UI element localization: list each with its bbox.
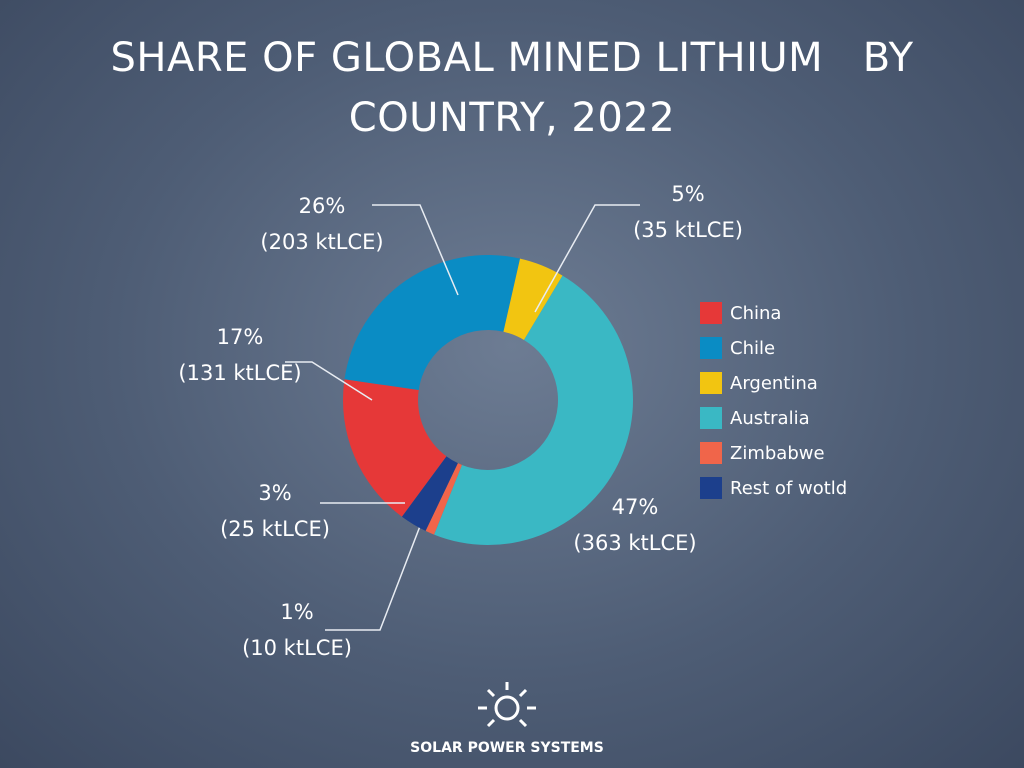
- donut-slice: [401, 456, 458, 531]
- donut-slice: [342, 379, 447, 517]
- value-label: 3%: [258, 481, 291, 505]
- value-label: 5%: [671, 182, 704, 206]
- legend-swatch: [700, 477, 722, 499]
- legend-swatch: [700, 372, 722, 394]
- legend-swatch: [700, 442, 722, 464]
- detail-label: (10 ktLCE): [242, 636, 352, 660]
- donut-slice: [425, 463, 462, 535]
- leader-line: [285, 361, 373, 401]
- value-label: 26%: [299, 194, 346, 218]
- legend-label: Zimbabwe: [730, 443, 825, 464]
- leader-line: [372, 204, 459, 296]
- value-label: 47%: [612, 495, 659, 519]
- value-label: 1%: [280, 600, 313, 624]
- donut-slice: [503, 258, 563, 340]
- leader-line: [534, 204, 640, 313]
- detail-label: (35 ktLCE): [633, 218, 743, 242]
- legend-label: Argentina: [730, 373, 818, 394]
- legend-swatch: [700, 302, 722, 324]
- donut-slice: [434, 275, 633, 545]
- detail-label: (25 ktLCE): [220, 517, 330, 541]
- leader-line: [325, 494, 433, 631]
- detail-label: (203 ktLCE): [260, 230, 383, 254]
- detail-label: (363 ktLCE): [573, 531, 696, 555]
- chart-title: SHARE OF GLOBAL MINED LITHIUM BY COUNTRY…: [110, 35, 927, 141]
- donut-slice: [344, 255, 521, 390]
- legend-label: China: [730, 303, 781, 324]
- value-label: 17%: [217, 325, 264, 349]
- legend-label: Chile: [730, 338, 775, 359]
- legend-swatch: [700, 337, 722, 359]
- brand: SOLAR POWER SYSTEMS: [410, 740, 604, 756]
- legend-swatch: [700, 407, 722, 429]
- legend-label: Rest of wotld: [730, 478, 847, 499]
- logo-sun: [478, 682, 536, 728]
- legend-label: Australia: [730, 408, 810, 429]
- detail-label: (131 ktLCE): [178, 361, 301, 385]
